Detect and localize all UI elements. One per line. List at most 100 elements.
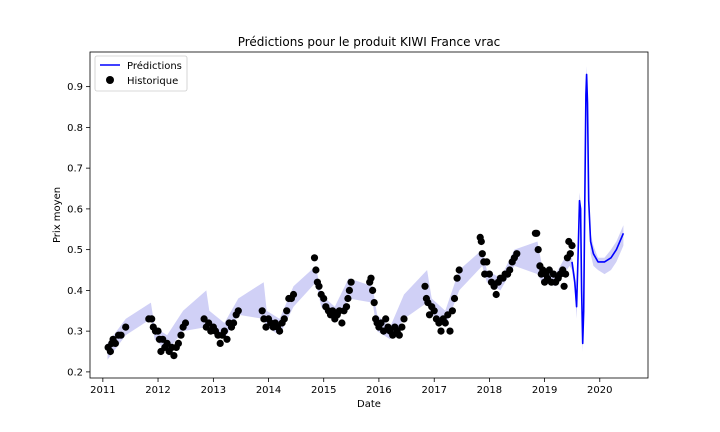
history-point [395,331,403,339]
history-point [448,307,456,315]
y-tick-label: 0.2 [67,367,83,378]
history-point [370,299,378,307]
confidence-band-layer [107,66,624,360]
history-point [430,307,438,315]
x-axis-label: Date [357,399,381,410]
history-point [320,294,328,303]
history-point [400,315,408,323]
history-point [122,323,130,331]
history-point [174,339,182,347]
history-point [329,307,337,315]
history-point [220,327,228,335]
legend: Prédictions Historique [94,55,188,92]
y-axis-label: Prix moyen [52,187,63,243]
history-point [534,246,542,254]
legend-label-history: Historique [127,76,178,87]
history-point [369,286,377,294]
history-point [163,339,171,347]
history-point [483,258,491,266]
x-tick-label: 2013 [201,385,226,396]
history-point [345,286,353,294]
history-point [566,250,574,258]
x-axis: 2011 2012 2013 2014 2015 2016 2017 2018 2019 2020 [90,378,613,396]
history-point [106,347,114,356]
history-point [478,250,486,258]
history-point [234,307,242,315]
history-points-layer [104,229,576,360]
history-point [347,278,355,286]
history-point [437,327,445,335]
history-point [441,319,449,327]
x-tick-label: 2014 [256,385,281,396]
history-point [338,319,346,327]
history-point [216,339,224,347]
history-point [344,294,352,303]
history-point [315,282,323,290]
history-point [506,266,514,274]
x-tick-label: 2011 [90,385,115,396]
x-tick-label: 2015 [311,385,336,396]
history-point [230,319,238,327]
x-tick-label: 2012 [145,385,170,396]
history-point [560,282,568,290]
history-point [289,290,298,299]
history-point [170,352,178,360]
history-point [453,274,461,282]
history-point [450,294,459,303]
history-point [310,254,319,262]
y-tick-label: 0.7 [67,164,83,175]
history-point [200,315,208,323]
history-point [312,266,320,274]
history-point [485,270,493,278]
history-point [262,323,270,331]
x-tick-label: 2017 [422,385,447,396]
y-tick-label: 0.9 [67,82,83,93]
history-point [223,335,231,343]
history-point [258,307,266,315]
history-point [492,290,500,299]
history-point [283,307,291,315]
history-point [280,315,288,323]
history-point [377,319,385,327]
y-tick-label: 0.5 [67,245,83,256]
history-point [177,331,185,339]
x-tick-label: 2018 [477,385,502,396]
history-point [425,311,434,319]
x-tick-label: 2016 [366,385,391,396]
history-point [154,327,162,335]
history-point [421,282,429,290]
history-point [276,327,284,335]
y-tick-label: 0.4 [67,286,83,297]
history-point [205,319,213,327]
history-point [562,270,570,278]
history-point [549,270,558,278]
history-point [117,331,125,339]
history-point [342,303,351,311]
plot-frame [89,51,649,379]
y-tick-label: 0.3 [67,327,83,338]
history-point [568,242,576,250]
y-tick-label: 0.6 [67,204,83,215]
legend-marker-swatch [106,76,114,84]
confidence-band [107,66,624,360]
y-axis: 0.2 0.3 0.4 0.5 0.6 0.7 0.8 0.9 [67,82,90,378]
prediction-line-layer [571,73,625,345]
history-point [111,339,119,347]
history-point [148,315,156,323]
x-tick-label: 2019 [532,385,557,396]
history-point [455,266,463,274]
history-point [382,315,390,323]
x-tick-label: 2020 [587,385,612,396]
history-point [446,327,454,335]
history-point [513,250,521,258]
history-point [367,274,375,282]
history-point [181,319,190,327]
y-tick-label: 0.8 [67,123,83,134]
chart-title: Prédictions pour le produit KIWI France … [238,35,501,49]
history-point [398,323,406,331]
prediction-line [571,73,625,345]
history-point [477,237,485,246]
history-point [533,229,541,237]
legend-label-predictions: Prédictions [127,60,182,72]
